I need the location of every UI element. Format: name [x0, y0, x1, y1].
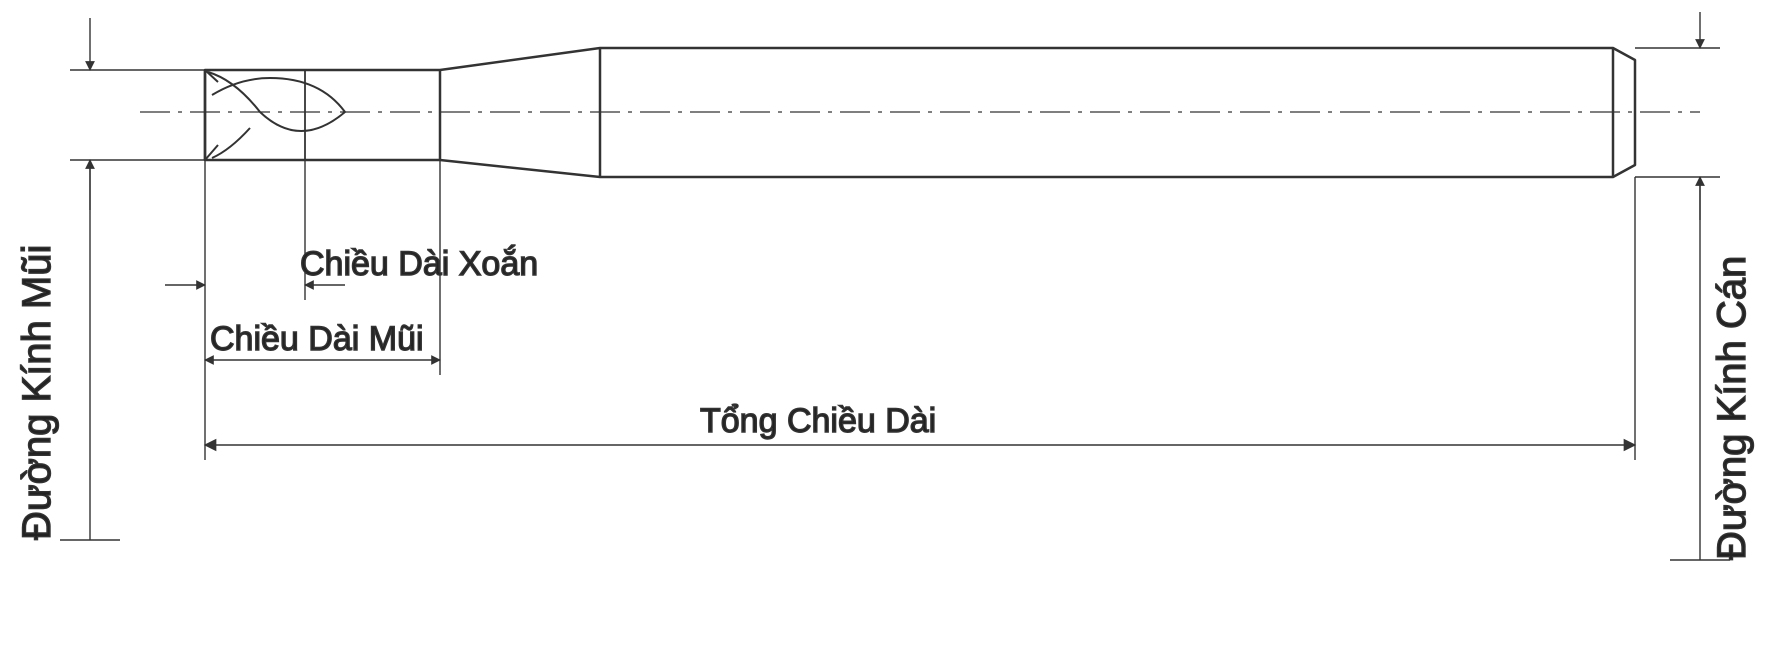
label-flute-length: Chiều Dài Xoắn: [300, 245, 538, 283]
label-total-length: Tổng Chiều Dài: [700, 402, 936, 440]
dim-flute-length: Chiều Dài Xoắn: [165, 160, 538, 300]
dim-shank-diameter: Đường Kính Cán: [1635, 12, 1754, 560]
technical-drawing: Đường Kính Mũi Đường Kính Cán Chiều Dài …: [0, 0, 1780, 662]
dim-total-length: Tổng Chiều Dài: [205, 177, 1635, 460]
label-tip-diameter: Đường Kính Mũi: [15, 245, 59, 540]
dim-tip-diameter: Đường Kính Mũi: [15, 18, 205, 540]
label-shank-diameter: Đường Kính Cán: [1710, 256, 1754, 560]
label-tip-length: Chiều Dài Mũi: [210, 320, 424, 358]
